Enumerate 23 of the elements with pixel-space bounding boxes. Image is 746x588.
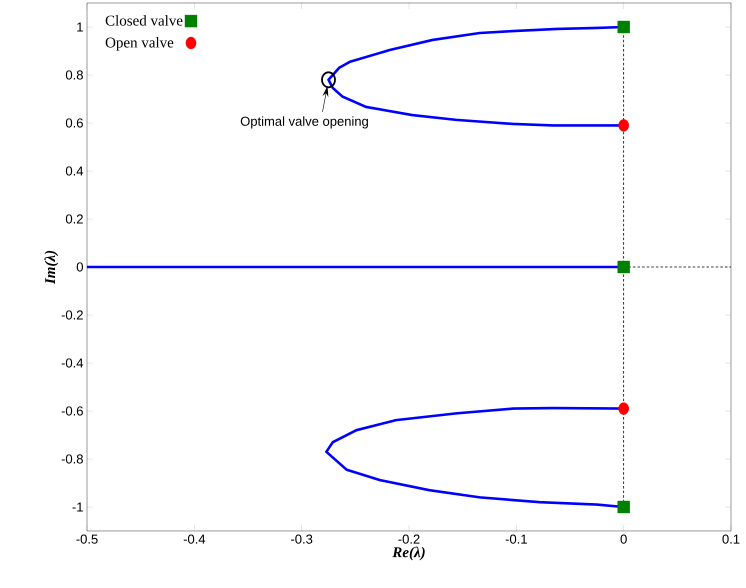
x-tick-label: -0.2 [398,534,420,544]
y-tick-label: 0 [76,262,83,272]
y-axis-title: Im(λ) [44,250,58,284]
x-tick-label: -0.5 [76,534,98,544]
legend-label: Closed valve [106,15,182,26]
x-axis-title: Re(λ) [392,546,425,560]
y-tick-label: -1 [72,502,83,512]
y-tick-label: 0.2 [66,214,83,224]
annotation: Optimal valve opening [240,116,368,128]
x-tick-label: 0 [620,534,627,544]
y-tick-label: 0.4 [66,166,84,176]
legend-label: Open valve [106,37,174,51]
y-tick-label: 1 [77,22,83,32]
x-tick-label: 0.1 [722,534,740,544]
x-tick-label: -0.4 [184,534,206,544]
y-tick-label: -0.6 [62,406,83,416]
y-tick-label: -0.4 [62,358,84,368]
y-tick-label: 0.8 [66,70,83,80]
y-tick-label: -0.2 [62,310,83,320]
x-tick-label: -0.3 [291,534,312,544]
y-tick-label: -0.8 [62,454,83,464]
y-tick-label: 0.6 [66,118,83,128]
x-tick-label: -0.1 [506,534,527,544]
